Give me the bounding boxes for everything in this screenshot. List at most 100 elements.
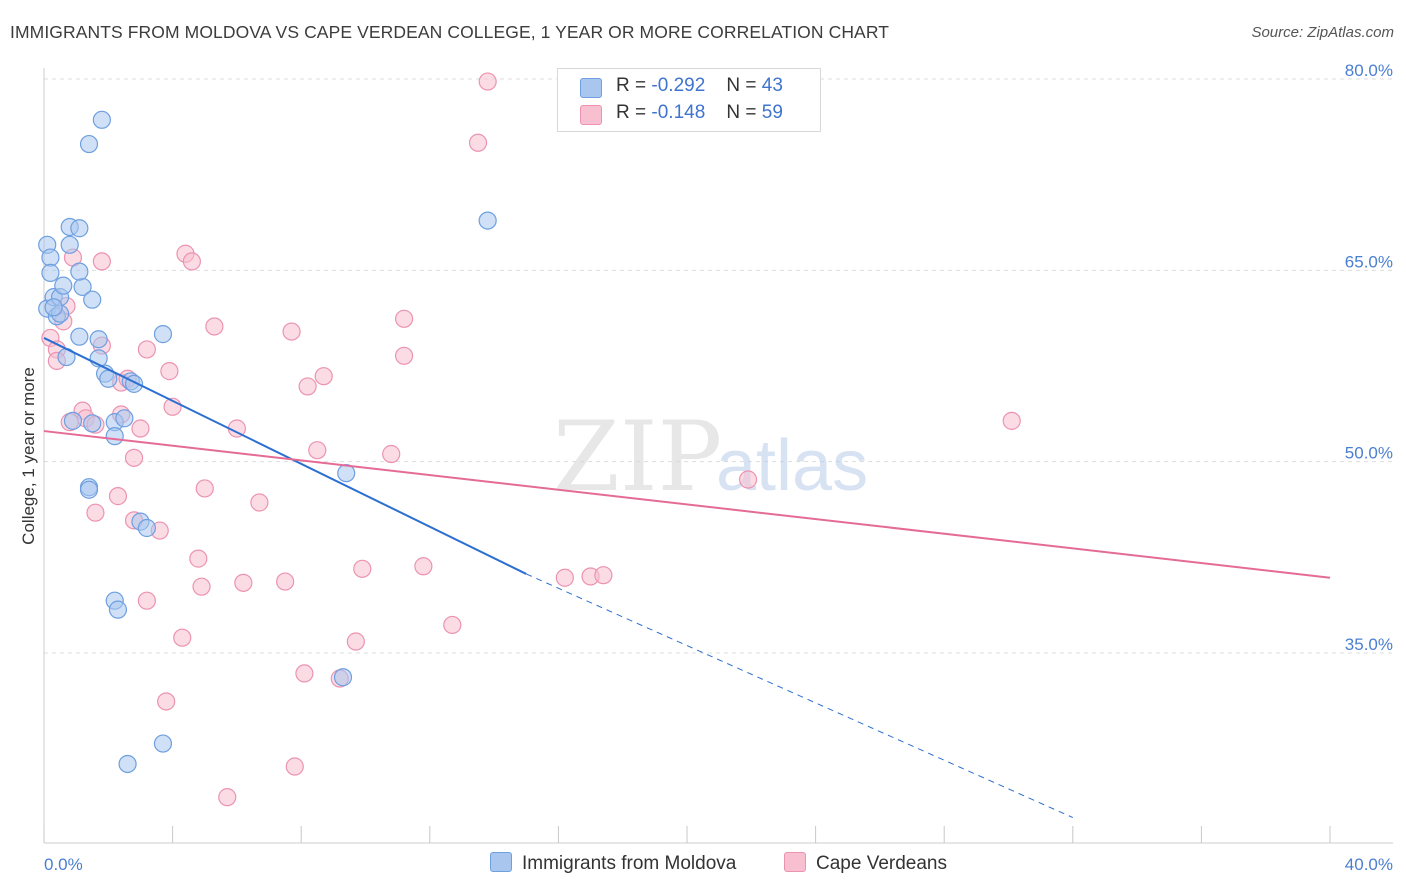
legend-n-label: N = [726,102,757,123]
data-point [70,262,89,281]
data-point [70,219,89,238]
data-point [153,734,173,753]
data-point [173,628,192,647]
data-point [218,788,237,807]
data-point [298,377,317,396]
legend-swatch-pink [784,852,806,872]
data-point [353,559,372,578]
data-point [314,367,333,386]
legend-r-label: R = [616,75,647,96]
data-point [443,615,462,635]
data-point [118,754,137,774]
data-point [205,317,224,336]
data-point [555,568,574,587]
data-point [234,573,253,592]
data-point [124,448,144,467]
data-point [160,362,179,381]
data-point [382,444,401,464]
y-tick-label: 35.0% [1345,635,1393,654]
y-tick-label: 50.0% [1345,444,1393,463]
watermark-atlas: atlas [716,426,868,506]
data-point [394,309,414,328]
data-point [157,692,176,711]
axes [43,68,1393,844]
data-point [63,411,83,430]
data-point [414,557,433,576]
data-point [60,235,79,254]
data-point [89,330,108,349]
data-point [394,346,414,365]
legend-item-cape-verdeans: Cape Verdeans [784,852,947,875]
watermark-zip: ZIP [553,401,722,513]
data-point [41,263,60,282]
data-point [182,252,201,271]
series-cape-verdeans [41,72,1021,807]
source-credit: Source: ZipAtlas.com [1251,24,1394,41]
data-point [131,419,150,438]
data-point [594,566,613,585]
watermark: ZIP atlas [553,401,868,513]
series-moldova [38,110,497,774]
trend-extension-moldova [526,573,1074,819]
data-point [79,134,99,154]
data-point [285,757,304,776]
data-point [738,470,758,489]
legend-swatch-blue [580,78,602,98]
data-point [79,480,99,499]
data-point [92,252,111,271]
data-point [250,493,269,512]
data-point [308,441,327,460]
data-point [137,518,156,538]
legend-n-value: 43 [761,75,783,96]
data-point [478,211,497,230]
data-point [54,276,73,295]
y-tick-label: 65.0% [1345,252,1393,271]
data-point [108,487,128,506]
data-point [195,479,214,498]
legend-r-value: -0.148 [651,102,706,123]
legend-label-cape-verdeans: Cape Verdeans [816,853,947,874]
data-point [137,591,156,610]
gridlines [44,78,1393,654]
trend-line-moldova [43,337,527,575]
data-point [70,327,89,346]
correlation-legend: R = -0.292 N = 43 R = -0.148 N = 59 [557,68,821,132]
legend-label-moldova: Immigrants from Moldova [522,853,737,874]
data-point [108,600,128,619]
data-point [189,549,208,568]
x-tick-label-min: 0.0% [44,855,83,874]
data-point [83,290,102,309]
data-point [83,414,102,433]
data-point [86,503,105,522]
x-tick-label-max: 40.0% [1345,855,1393,874]
data-point [282,322,301,341]
legend-n-value: 59 [761,102,783,123]
data-point [92,110,111,129]
legend-r-label: R = [616,102,647,123]
data-point [295,664,314,683]
data-point [478,72,497,91]
data-point [468,133,488,152]
data-point [105,427,124,446]
data-point [346,632,365,651]
data-point [44,298,63,317]
legend-r-value: -0.292 [651,75,706,96]
trend-line-cape-verdeans [43,430,1331,579]
trend-lines [43,337,1331,819]
legend-n-label: N = [726,75,757,96]
legend-item-moldova: Immigrants from Moldova [490,852,736,875]
data-point [333,668,353,687]
chart-title: IMMIGRANTS FROM MOLDOVA VS CAPE VERDEAN … [10,22,890,42]
legend-swatch-pink [580,105,602,125]
y-tick-labels: 35.0% 50.0% 65.0% 80.0% [1345,61,1393,654]
y-axis-label: College, 1 year or more [19,367,38,545]
data-point [192,577,211,596]
data-point [41,248,60,267]
data-point [137,340,156,359]
data-point [115,409,134,428]
data-point [1002,411,1021,430]
data-point [153,325,173,344]
data-point [276,572,295,591]
y-tick-label: 80.0% [1345,61,1393,80]
